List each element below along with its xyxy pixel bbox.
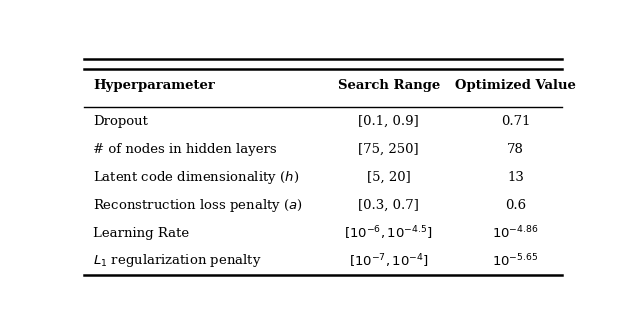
Text: 13: 13 <box>507 171 524 184</box>
Text: # of nodes in hidden layers: # of nodes in hidden layers <box>93 143 277 156</box>
Text: 78: 78 <box>507 143 524 156</box>
Text: [0.3, 0.7]: [0.3, 0.7] <box>358 199 419 212</box>
Text: 0.6: 0.6 <box>505 199 526 212</box>
Text: Reconstruction loss penalty ($a$): Reconstruction loss penalty ($a$) <box>93 196 303 214</box>
Text: [0.1, 0.9]: [0.1, 0.9] <box>358 115 419 128</box>
Text: Search Range: Search Range <box>338 79 440 92</box>
Text: Learning Rate: Learning Rate <box>93 227 190 240</box>
Text: Hyperparameter: Hyperparameter <box>93 79 215 92</box>
Text: $10^{-4.86}$: $10^{-4.86}$ <box>493 225 539 241</box>
Text: $[10^{-6}, 10^{-4.5}]$: $[10^{-6}, 10^{-4.5}]$ <box>345 224 433 242</box>
Text: $L_1$ regularization penalty: $L_1$ regularization penalty <box>93 252 262 269</box>
Text: Dropout: Dropout <box>93 115 148 128</box>
Text: [5, 20]: [5, 20] <box>367 171 411 184</box>
Text: $10^{-5.65}$: $10^{-5.65}$ <box>493 253 539 269</box>
Text: $[10^{-7}, 10^{-4}]$: $[10^{-7}, 10^{-4}]$ <box>349 252 429 270</box>
Text: Optimized Value: Optimized Value <box>455 79 576 92</box>
Text: Latent code dimensionality ($h$): Latent code dimensionality ($h$) <box>93 169 299 186</box>
Text: [75, 250]: [75, 250] <box>358 143 419 156</box>
Text: 0.71: 0.71 <box>501 115 530 128</box>
